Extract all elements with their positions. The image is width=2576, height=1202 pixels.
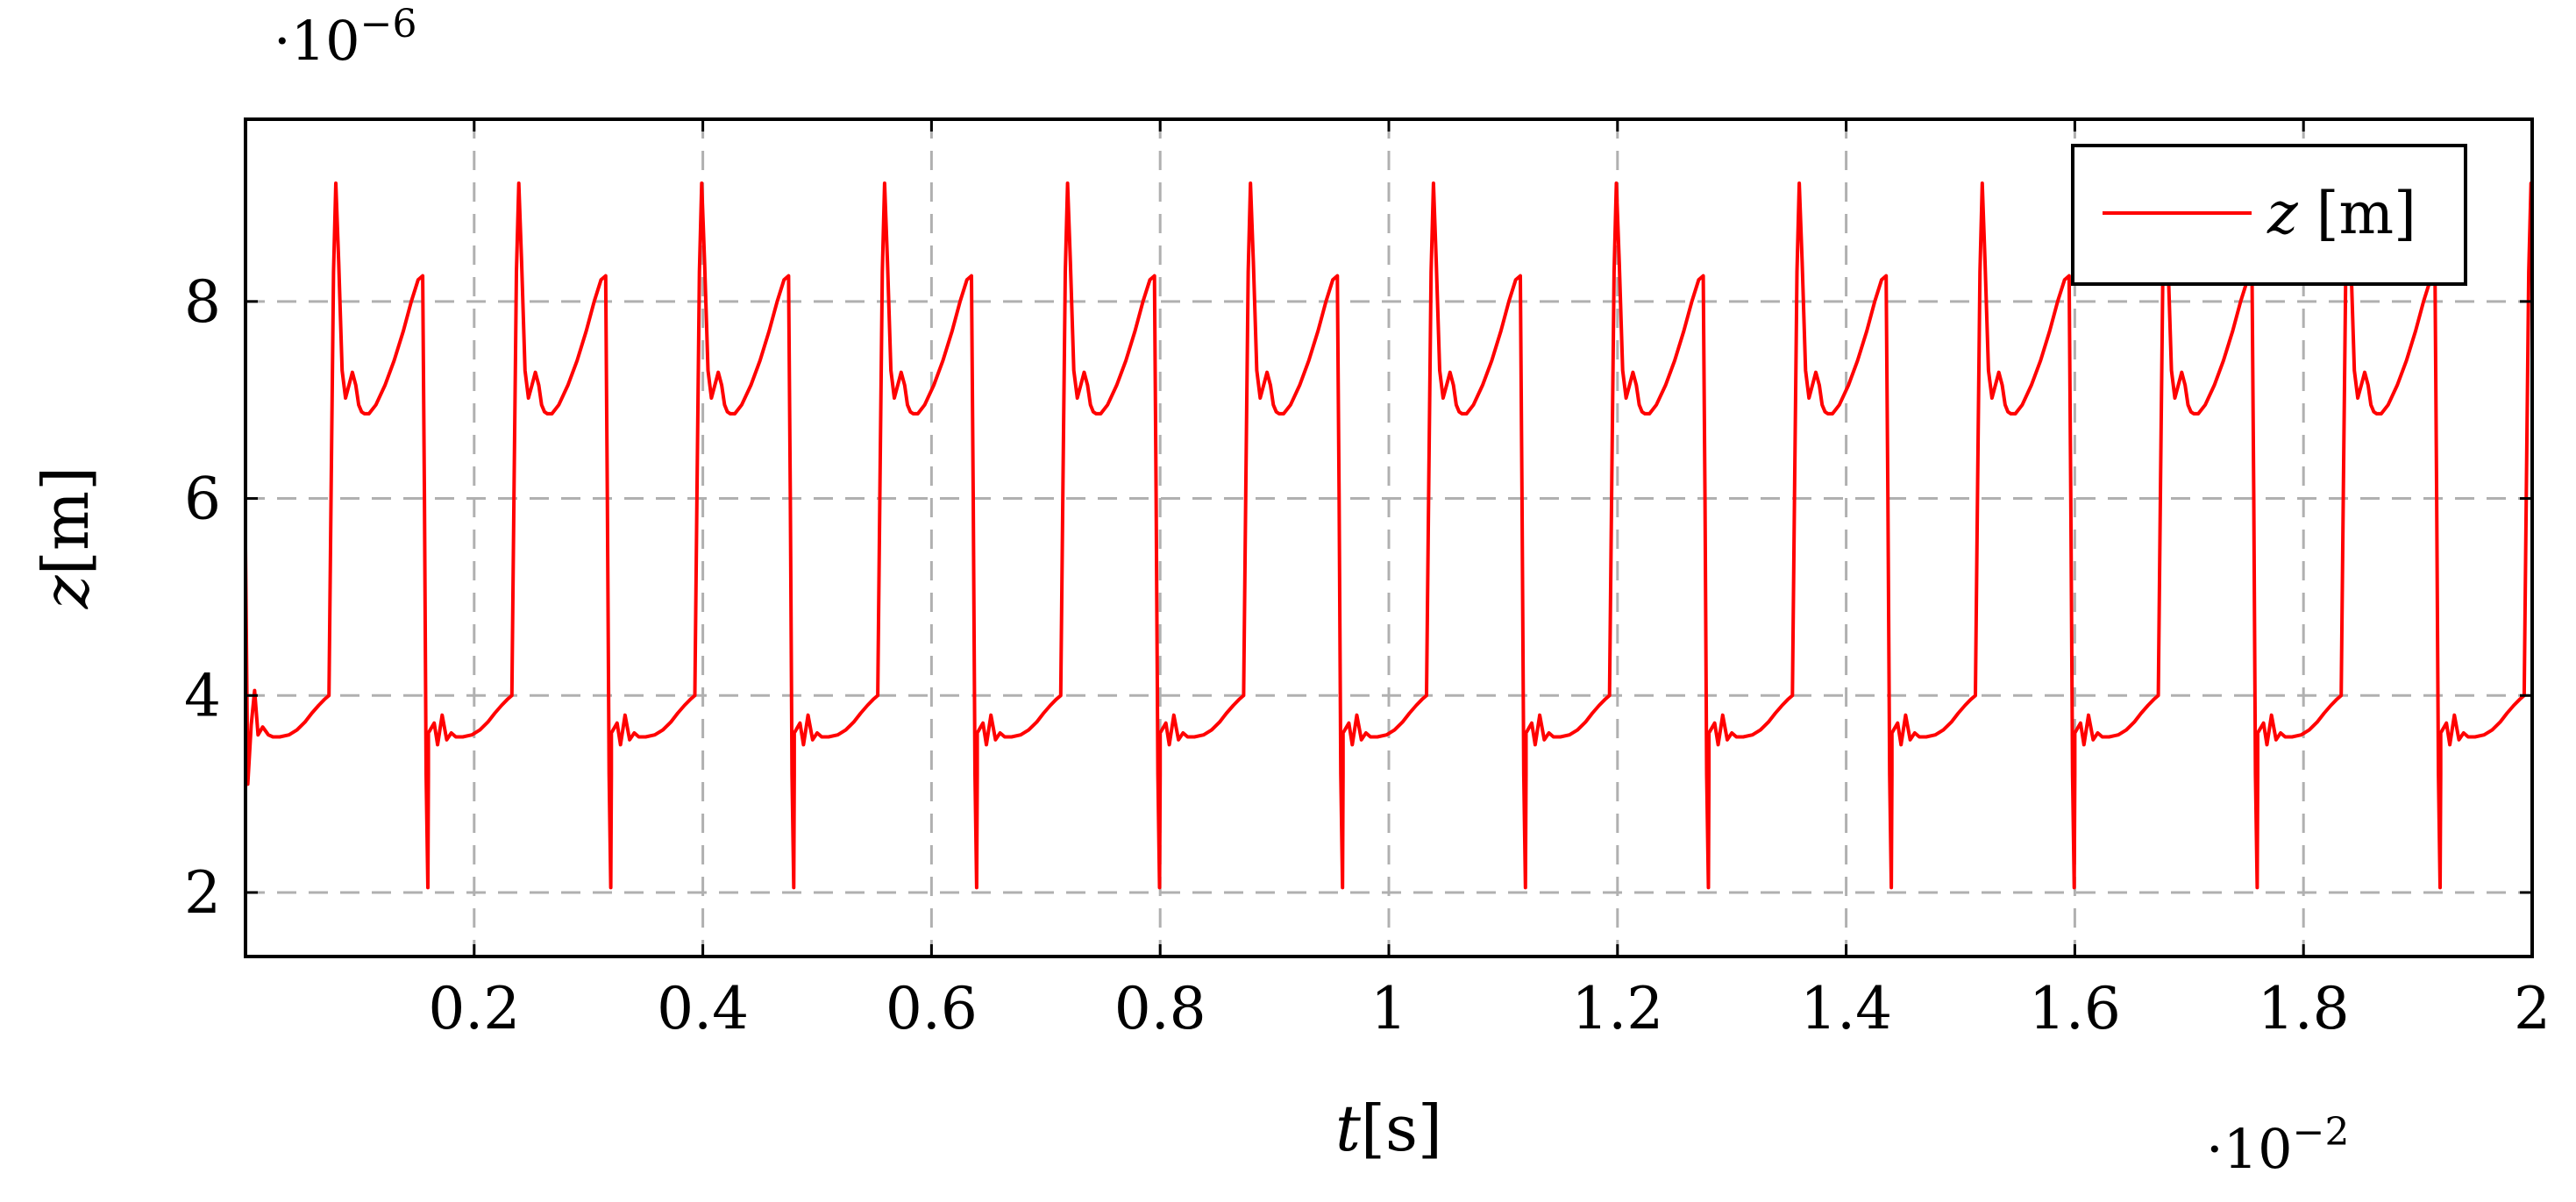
legend-label: z [m]: [2266, 180, 2416, 247]
y-tick-label: 4: [184, 662, 221, 729]
x-tick-label: 1.4: [1800, 975, 1892, 1042]
x-tick-label: 1.8: [2258, 975, 2350, 1042]
series-line-z: [246, 181, 2532, 890]
y-tick-label: 6: [184, 466, 221, 533]
x-axis-title: t[s]: [1335, 1092, 1442, 1165]
y-tick-label: 2: [184, 859, 221, 927]
tick-marks: [246, 119, 2534, 957]
x-tick-label: 1.2: [1571, 975, 1663, 1042]
y-axis-title: z[m]: [29, 466, 103, 609]
x-tick-label: 1: [1370, 975, 1407, 1042]
y-scale-multiplier: ·10−6: [274, 2, 416, 73]
y-tick-labels: 2 4 6 8: [184, 268, 221, 927]
x-tick-label: 1.6: [2029, 975, 2121, 1042]
x-scale-multiplier: ·10−2: [2206, 1110, 2349, 1181]
x-tick-label: 2: [2514, 975, 2551, 1042]
x-tick-label: 0.4: [657, 975, 749, 1042]
x-tick-label: 0.8: [1114, 975, 1206, 1042]
y-tick-label: 8: [184, 268, 221, 336]
legend-label-unit: [m]: [2316, 180, 2416, 247]
x-tick-label: 0.6: [886, 975, 978, 1042]
x-tick-labels: 0.2 0.4 0.6 0.8 1 1.2 1.4 1.6 1.8 2: [428, 975, 2551, 1042]
legend: z [m]: [2071, 144, 2467, 286]
x-tick-label: 0.2: [428, 975, 520, 1042]
